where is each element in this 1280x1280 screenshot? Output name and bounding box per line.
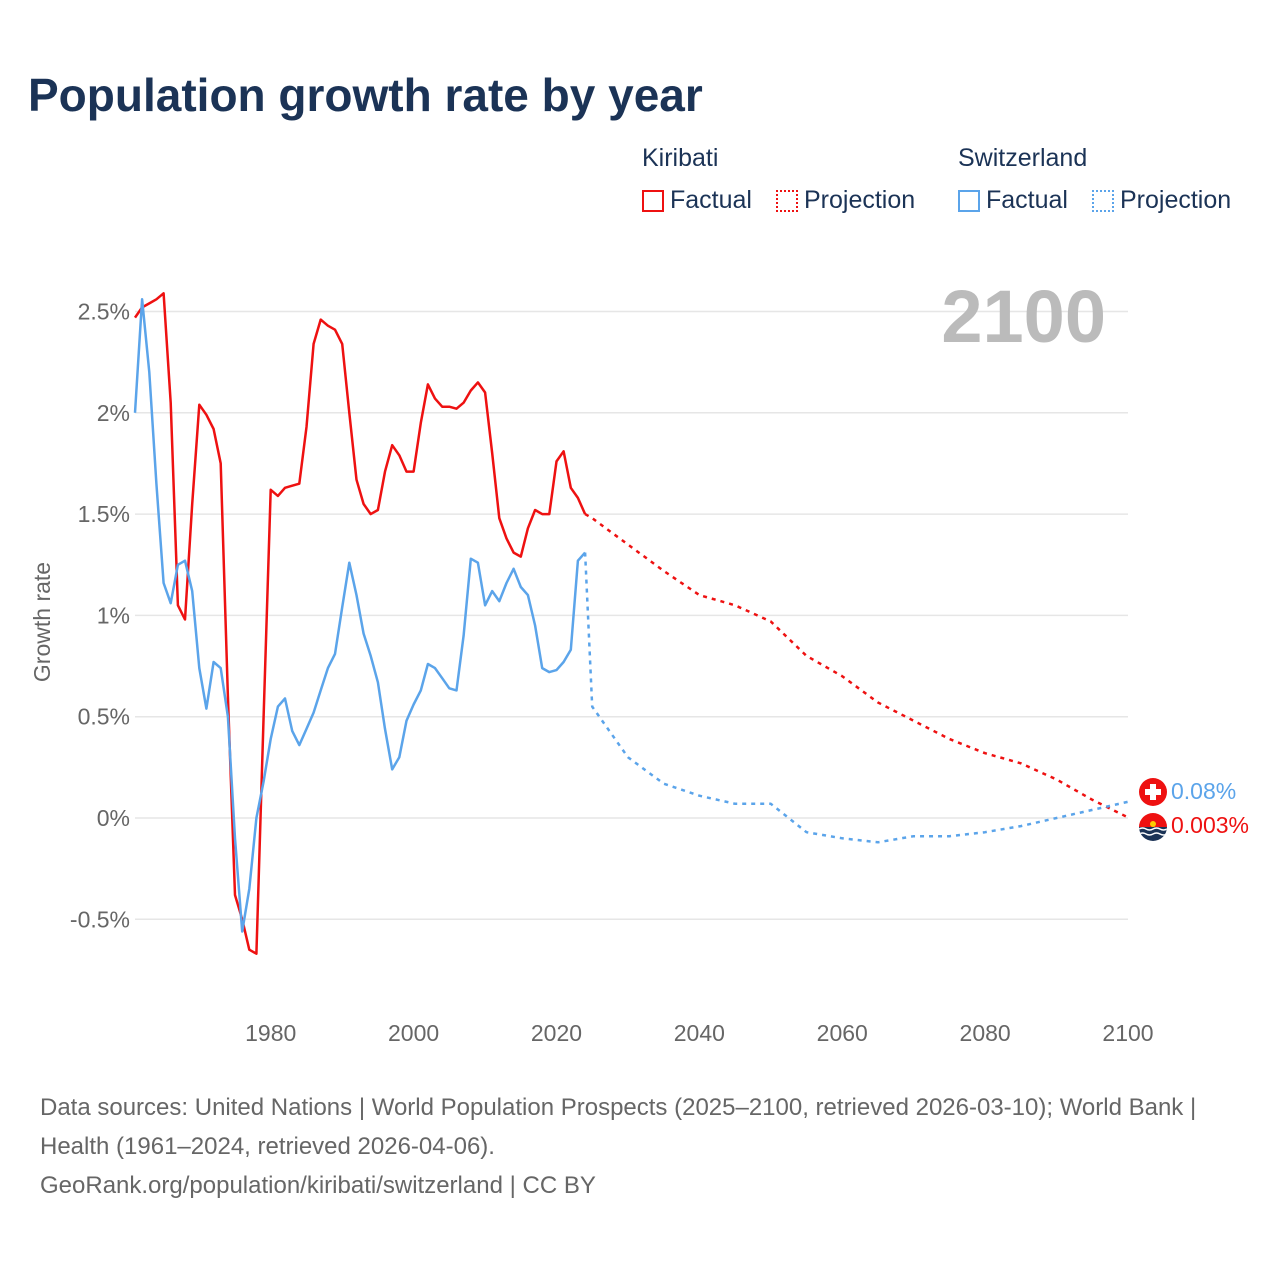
chart-title: Population growth rate by year	[28, 69, 703, 121]
kiribati-flag-icon	[1139, 813, 1167, 841]
y-tick-label: 0.5%	[78, 704, 130, 730]
y-tick-label: 1%	[97, 602, 130, 628]
data-sources: Data sources: United Nations | World Pop…	[40, 1094, 1197, 1160]
legend-switzerland-factual[interactable]: Factual	[958, 186, 1068, 215]
switzerland-projection-line	[583, 552, 1129, 844]
y-axis-label: Growth rate	[29, 562, 55, 682]
y-tick-label: -0.5%	[70, 906, 130, 932]
legend-label: Factual	[986, 186, 1068, 214]
source-link[interactable]: GeoRank.org/population/kiribati/switzerl…	[40, 1172, 596, 1199]
legend-switzerland-heading: Switzerland	[958, 144, 1088, 172]
legend-kiribati-factual[interactable]: Factual	[642, 186, 752, 215]
x-tick-label: 2040	[674, 1020, 725, 1046]
footer: Data sources: United Nations | World Pop…	[40, 1088, 1240, 1205]
legend-swatch-dotted	[1092, 189, 1114, 212]
kiribati-projection-line	[584, 513, 1129, 819]
legend-label: Projection	[1120, 186, 1232, 214]
y-tick-label: 2.5%	[78, 299, 130, 325]
legend-swatch-solid	[642, 189, 664, 212]
switzerland-flag-icon	[1139, 778, 1167, 806]
x-tick-label: 2020	[531, 1020, 582, 1046]
legend-swatch-dotted	[776, 189, 798, 212]
end-label-switzerland: 0.08%	[1171, 778, 1236, 804]
kiribati-factual-line	[133, 292, 587, 955]
x-tick-label: 2060	[817, 1020, 868, 1046]
legend-swatch-solid	[958, 189, 980, 212]
y-tick-label: 0%	[97, 805, 130, 831]
x-tick-label: 2100	[1102, 1020, 1153, 1046]
x-tick-label: 2000	[388, 1020, 439, 1046]
x-tick-label: 1980	[245, 1020, 296, 1046]
legend-label: Factual	[670, 186, 752, 214]
legend-label: Projection	[804, 186, 916, 214]
legend-switzerland-projection[interactable]: Projection	[1092, 186, 1231, 215]
legend-kiribati-projection[interactable]: Projection	[776, 186, 915, 215]
y-tick-label: 2%	[97, 400, 130, 426]
end-label-kiribati: 0.003%	[1171, 812, 1249, 838]
legend-kiribati-heading: Kiribati	[642, 144, 719, 172]
switzerland-factual-line	[133, 298, 587, 933]
y-tick-label: 1.5%	[78, 501, 130, 527]
year-label: 2100	[941, 275, 1106, 358]
x-tick-label: 2080	[960, 1020, 1011, 1046]
